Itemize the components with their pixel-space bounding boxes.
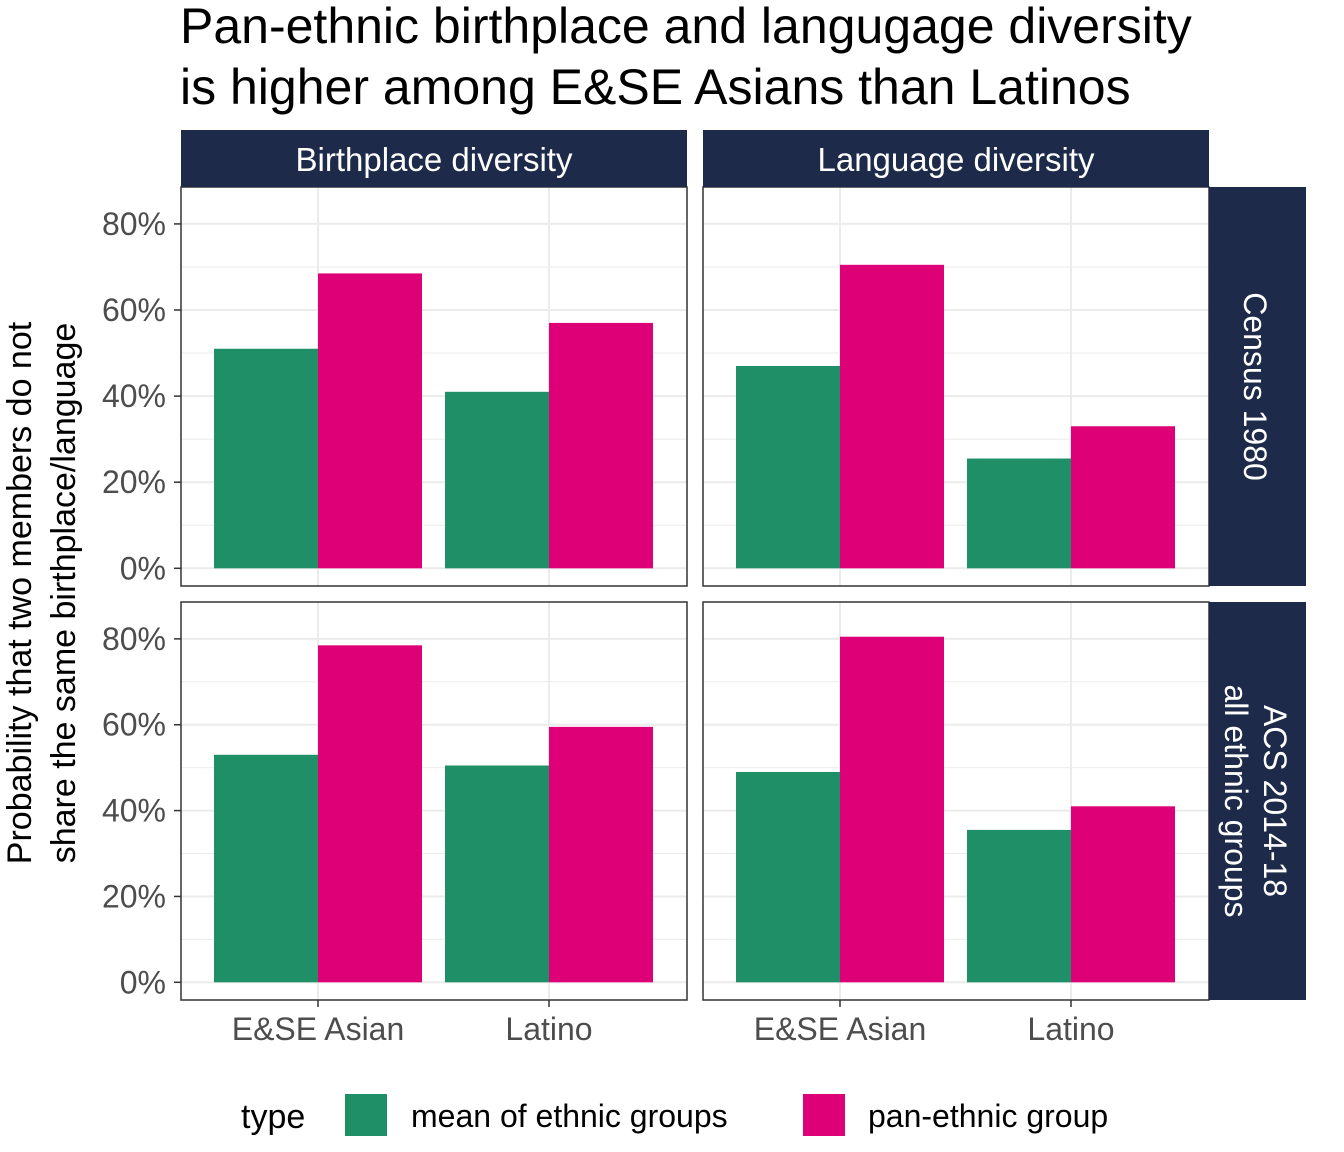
bar-r1-c1-panethnic-latino [1071,806,1175,983]
bar-r0-c0-panethnic-latino [549,322,653,569]
row-strip [1209,602,1306,1000]
row-strip [1209,187,1306,586]
bar-r0-c1-mean-ese-asian [736,365,840,569]
y-tick-label: 40% [102,793,166,829]
legend-label-pan-ethnic-group: pan-ethnic group [868,1098,1108,1134]
x-tick-label: Latino [505,1011,592,1047]
panel-border [180,601,688,1001]
y-axis-label-line-1: Probability that two members do not [1,321,39,864]
x-tick-label: Latino [1027,1011,1114,1047]
legend-swatch-mean-of-ethnic-groups [345,1094,387,1136]
bar-r0-c1-mean-latino [967,458,1071,569]
bar-r0-c0-mean-latino [445,391,549,569]
legend-title: type [241,1098,305,1136]
bar-r0-c0-mean-ese-asian [214,348,318,569]
column-strip [703,130,1209,187]
y-tick-label: 80% [102,621,166,657]
facet-panels: Birthplace diversity Language diversity Ce… [102,130,1306,1047]
x-tick-label: E&SE Asian [232,1011,405,1047]
bar-r1-c0-panethnic-ese-asian [318,645,422,983]
y-tick-label: 80% [102,206,166,242]
row-strip-label: Census 1980 [1237,292,1273,481]
chart-title-line-1: Pan-ethnic birthplace and langugage dive… [180,0,1192,54]
bar-r0-c0-panethnic-ese-asian [318,273,422,569]
column-strip-label: Birthplace diversity [296,141,573,178]
y-axis-label-line-2: share the same birthplace/language [45,323,83,864]
bar-r0-c1-panethnic-ese-asian [840,264,944,569]
bar-r1-c0-mean-latino [445,765,549,983]
y-tick-label: 60% [102,707,166,743]
y-tick-label: 20% [102,464,166,500]
y-tick-label: 0% [120,964,166,1000]
legend-swatch-pan-ethnic-group [803,1094,845,1136]
bar-r1-c0-mean-ese-asian [214,754,318,983]
x-tick-label: E&SE Asian [754,1011,927,1047]
y-tick-label: 60% [102,292,166,328]
column-strip-label: Language diversity [817,141,1095,178]
bar-r1-c1-mean-ese-asian [736,771,840,983]
bar-r0-c1-panethnic-latino [1071,426,1175,569]
bar-r1-c1-mean-latino [967,829,1071,983]
legend: type mean of ethnic groups pan-ethnic gr… [241,1094,1108,1136]
chart-title-line-2: is higher among E&SE Asians than Latinos [180,59,1131,115]
legend-label-mean-of-ethnic-groups: mean of ethnic groups [411,1098,728,1134]
bar-r1-c0-panethnic-latino [549,726,653,983]
bar-r1-c1-panethnic-ese-asian [840,636,944,983]
y-tick-label: 0% [120,550,166,586]
y-tick-label: 40% [102,378,166,414]
row-strip-label: ACS 2014-18 [1257,705,1293,897]
y-tick-label: 20% [102,878,166,914]
column-strip [181,130,687,187]
row-strip-label: all ethnic groups [1218,684,1254,917]
